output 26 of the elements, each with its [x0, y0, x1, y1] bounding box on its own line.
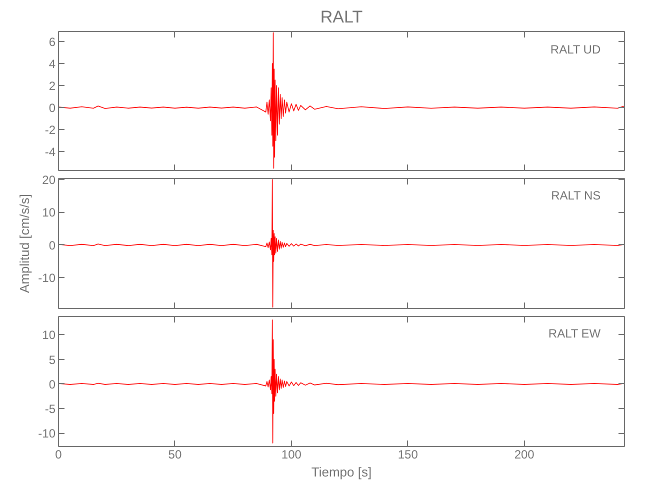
- x-tick-label: 50: [168, 448, 182, 462]
- y-tick-label: 6: [48, 34, 56, 49]
- y-tick-label: 10: [42, 328, 56, 342]
- y-tick-label: 0: [48, 377, 56, 392]
- y-tick-label: -10: [38, 271, 56, 286]
- y-tick-label: 0: [48, 101, 56, 116]
- x-tick-label: 150: [398, 448, 418, 462]
- y-tick-label: 2: [48, 79, 56, 94]
- y-tick-label: -2: [44, 123, 56, 138]
- y-tick-label: -5: [44, 402, 56, 416]
- y-axis-title: Amplitud [cm/s/s]: [17, 194, 32, 293]
- annotation: RALT EW: [548, 326, 602, 340]
- y-tick-label: -10: [38, 426, 56, 441]
- chart-title: RALT: [320, 8, 363, 26]
- y-tick-label: 20: [42, 172, 56, 187]
- y-tick-label: 5: [48, 352, 56, 367]
- x-axis-title: Tiempo [s]: [311, 464, 372, 480]
- x-tick-label: 100: [281, 448, 302, 462]
- y-tick-label: 0: [48, 238, 56, 252]
- line-series: [58, 32, 624, 169]
- x-tick-label: 200: [514, 448, 535, 462]
- y-tick-label: -4: [44, 145, 56, 160]
- annotation: RALT NS: [551, 188, 601, 202]
- y-tick-label: 4: [48, 56, 56, 71]
- annotation: RALT UD: [550, 42, 601, 57]
- y-tick-label: 10: [42, 206, 56, 220]
